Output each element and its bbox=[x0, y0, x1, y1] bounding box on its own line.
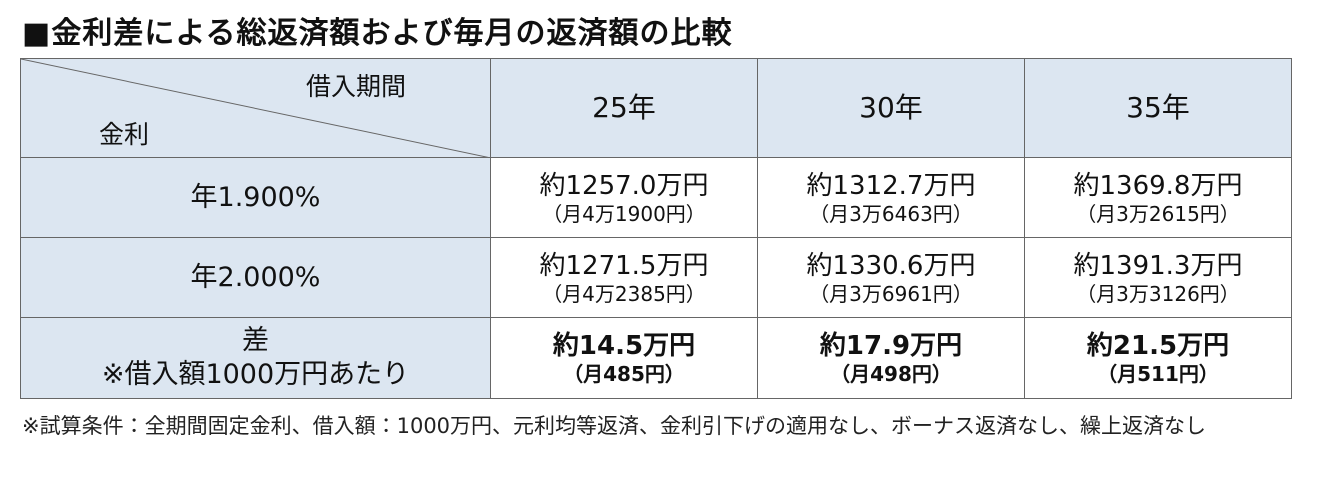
title: ■金利差による総返済額および毎月の返済額の比較 bbox=[22, 16, 733, 51]
monthly-amount: （月498円） bbox=[830, 362, 952, 386]
total-amount: 約21.5万円 bbox=[1086, 331, 1230, 361]
total-amount: 約17.9万円 bbox=[819, 331, 963, 361]
column-header-text: 30年 bbox=[859, 91, 923, 124]
data-cell: 約21.5万円 （月511円） bbox=[1024, 317, 1292, 399]
row-header-text: ※借入額1000万円あたり bbox=[101, 359, 410, 390]
row-header-text: 差 bbox=[242, 325, 269, 356]
data-cell: 約1369.8万円 （月3万2615円） bbox=[1024, 157, 1292, 238]
total-amount: 約1312.7万円 bbox=[806, 170, 976, 201]
column-axis-label: 借入期間 bbox=[306, 72, 407, 101]
data-cell: 約14.5万円 （月485円） bbox=[490, 317, 758, 399]
data-cell: 約1312.7万円 （月3万6463円） bbox=[757, 157, 1025, 238]
column-header: 30年 bbox=[757, 58, 1025, 158]
monthly-amount: （月3万6463円） bbox=[809, 201, 973, 226]
column-header: 35年 bbox=[1024, 58, 1292, 158]
monthly-amount: （月3万2615円） bbox=[1076, 201, 1240, 226]
row-header: 差 ※借入額1000万円あたり bbox=[20, 317, 491, 399]
footnote: ※試算条件：全期間固定金利、借入額：1000万円、元利均等返済、金利引下げの適用… bbox=[22, 414, 1207, 438]
total-amount: 約1369.8万円 bbox=[1073, 170, 1243, 201]
monthly-amount: （月4万2385円） bbox=[542, 281, 706, 306]
monthly-amount: （月3万3126円） bbox=[1076, 281, 1240, 306]
column-header-text: 25年 bbox=[592, 91, 656, 124]
monthly-amount: （月3万6961円） bbox=[809, 281, 973, 306]
data-cell: 約1271.5万円 （月4万2385円） bbox=[490, 237, 758, 318]
data-cell: 約1391.3万円 （月3万3126円） bbox=[1024, 237, 1292, 318]
monthly-amount: （月485円） bbox=[563, 362, 685, 386]
monthly-amount: （月4万1900円） bbox=[542, 201, 706, 226]
corner-cell: 借入期間金利 bbox=[20, 58, 491, 158]
row-axis-label: 金利 bbox=[99, 120, 150, 149]
monthly-amount: （月511円） bbox=[1097, 362, 1219, 386]
row-header-text: 年1.900% bbox=[190, 181, 321, 213]
total-amount: 約1330.6万円 bbox=[806, 250, 976, 281]
column-header: 25年 bbox=[490, 58, 758, 158]
data-cell: 約1257.0万円 （月4万1900円） bbox=[490, 157, 758, 238]
row-header-text: 年2.000% bbox=[190, 261, 321, 293]
total-amount: 約14.5万円 bbox=[552, 331, 696, 361]
data-cell: 約17.9万円 （月498円） bbox=[757, 317, 1025, 399]
total-amount: 約1391.3万円 bbox=[1073, 250, 1243, 281]
column-header-text: 35年 bbox=[1126, 91, 1190, 124]
diagonal bbox=[21, 59, 491, 158]
row-header: 年1.900% bbox=[20, 157, 491, 238]
total-amount: 約1271.5万円 bbox=[539, 250, 709, 281]
row-header: 年2.000% bbox=[20, 237, 491, 318]
total-amount: 約1257.0万円 bbox=[539, 170, 709, 201]
data-cell: 約1330.6万円 （月3万6961円） bbox=[757, 237, 1025, 318]
